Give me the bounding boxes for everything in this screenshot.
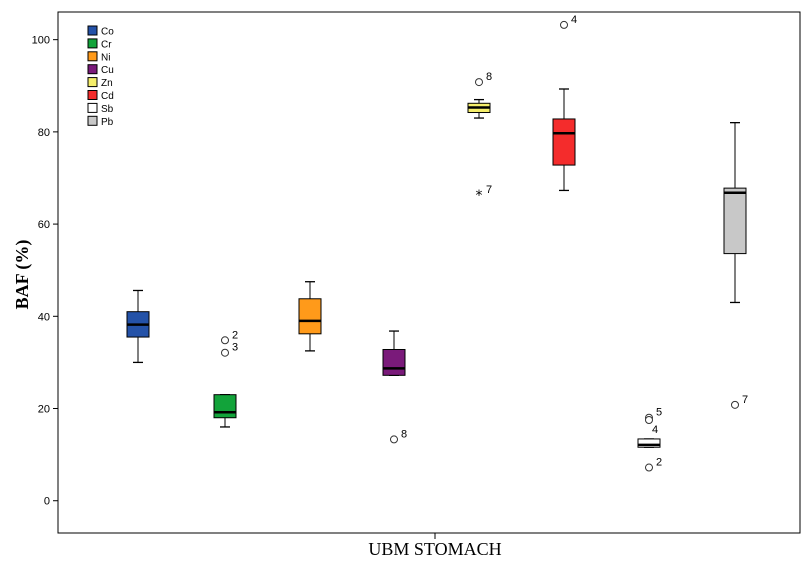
outlier-label: 2 xyxy=(656,457,662,469)
y-axis: 0 20 40 60 80 100 xyxy=(32,35,436,539)
legend-label-co: Co xyxy=(101,27,114,38)
box-co xyxy=(126,289,150,364)
outlier-label: 7 xyxy=(486,184,492,196)
legend-swatch-cd xyxy=(87,90,98,100)
box-iqr xyxy=(552,118,576,166)
legend-swatch-cu xyxy=(87,64,98,75)
box-ni xyxy=(298,281,322,352)
box-iqr xyxy=(298,298,322,335)
outlier-label: 5 xyxy=(656,407,662,419)
box-iqr xyxy=(637,438,661,448)
legend-label-ni: Ni xyxy=(101,52,110,63)
legend-swatch-pb xyxy=(87,115,98,126)
plot-frame xyxy=(57,11,801,534)
y-axis-title: BAF (%) xyxy=(12,240,33,310)
box-cr: 23 xyxy=(213,329,238,428)
legend-label-cu: Cu xyxy=(101,65,114,76)
outlier-point xyxy=(221,348,229,357)
legend-label-cr: Cr xyxy=(101,39,112,50)
outlier-point xyxy=(645,463,653,472)
outlier-point xyxy=(731,400,739,409)
box-cu: 8 xyxy=(382,330,407,444)
outlier-point xyxy=(221,336,229,345)
legend-label-sb: Sb xyxy=(101,104,114,115)
box-pb: 7 xyxy=(723,122,748,409)
legend-swatch-ni xyxy=(87,51,98,62)
y-tick-label: 100 xyxy=(32,35,50,47)
y-tick-label: 80 xyxy=(38,127,50,139)
outlier-label: 4 xyxy=(571,14,577,26)
y-tick-label: 60 xyxy=(38,219,50,231)
legend-swatch-sb xyxy=(87,102,98,113)
outlier-point xyxy=(475,78,483,87)
box-cd: 4 xyxy=(552,14,577,192)
outlier-label: 3 xyxy=(232,342,238,354)
box-iqr xyxy=(213,394,237,419)
outlier-point xyxy=(645,416,653,425)
outlier-point xyxy=(390,435,398,444)
legend-swatch-zn xyxy=(87,77,98,88)
legend-label-pb: Pb xyxy=(101,117,114,128)
box-zn: 8 * 7 xyxy=(467,71,492,204)
legend-label-zn: Zn xyxy=(101,78,113,89)
box-iqr xyxy=(382,348,406,376)
box-sb: 5 2 4 xyxy=(637,407,662,472)
legend-swatch-co xyxy=(87,25,98,36)
outlier-label: 2 xyxy=(232,329,238,341)
annotation-label: 4 xyxy=(652,424,658,436)
outlier-label: 8 xyxy=(486,71,492,83)
box-iqr xyxy=(723,187,747,255)
outlier-star: * xyxy=(476,188,483,204)
plot-border xyxy=(57,11,801,534)
outlier-label: 7 xyxy=(742,394,748,406)
legend-label-cd: Cd xyxy=(101,91,114,102)
x-axis-title: UBM STOMACH xyxy=(368,539,501,559)
y-tick-label: 0 xyxy=(44,496,50,508)
outlier-label: 8 xyxy=(401,428,407,440)
y-tick-label: 40 xyxy=(38,311,50,323)
y-tick-label: 20 xyxy=(38,404,50,416)
outlier-point xyxy=(560,20,568,29)
legend-swatch-cr xyxy=(87,38,98,49)
